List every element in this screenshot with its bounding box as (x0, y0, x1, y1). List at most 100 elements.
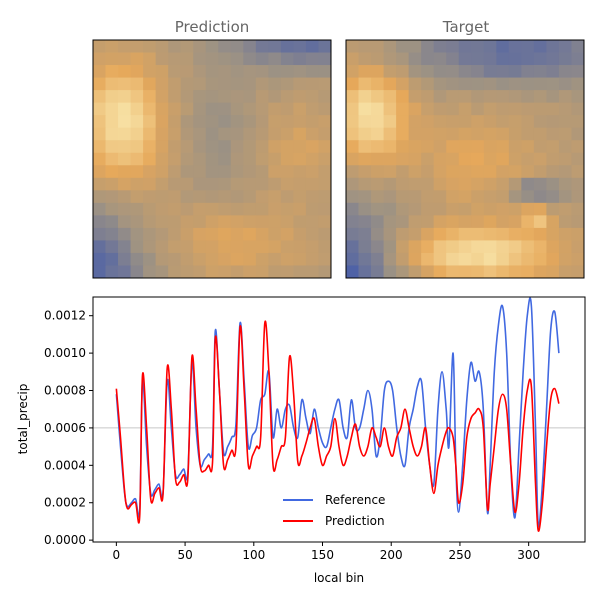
heatmap-cell (471, 227, 485, 241)
heatmap-cell (571, 65, 585, 78)
heatmap-cell (546, 252, 560, 266)
heatmap-cell (358, 202, 372, 216)
heatmap-cell (408, 165, 422, 179)
x-tick-label: 300 (517, 548, 540, 562)
plot-area (93, 297, 585, 542)
heatmap-cell (571, 227, 585, 241)
heatmap-cell (155, 202, 169, 216)
heatmap-cell (155, 77, 169, 91)
heatmap-cell (243, 140, 257, 154)
heatmap-cell (383, 190, 397, 204)
heatmap-cell (280, 165, 294, 179)
heatmap-cell (546, 40, 560, 53)
heatmap-cell (143, 52, 157, 66)
heatmap-cell (93, 190, 106, 204)
heatmap-cell (521, 40, 535, 53)
heatmap-cell (421, 90, 435, 104)
heatmap-cell (408, 65, 422, 78)
heatmap-cell (168, 227, 182, 241)
heatmap-cell (471, 240, 485, 254)
heatmap-cell (105, 252, 119, 266)
heatmap-cell (446, 152, 460, 166)
heatmap-cell (458, 190, 472, 204)
heatmap-cell (558, 77, 572, 91)
heatmap-cell (371, 165, 384, 179)
heatmap-cell (318, 115, 332, 129)
heatmap-cell (205, 90, 219, 104)
heatmap-cell (218, 65, 232, 78)
heatmap-cell (471, 190, 485, 204)
heatmap-cell (558, 227, 572, 241)
heatmap-cell (383, 40, 397, 53)
heatmap-cell (383, 65, 397, 78)
heatmap-cell (130, 165, 144, 179)
heatmap-cell (396, 177, 410, 191)
heatmap-cell (371, 177, 384, 191)
heatmap-cell (471, 52, 485, 66)
heatmap-cell (305, 227, 319, 241)
heatmap-cell (218, 177, 232, 191)
heatmap-cell (143, 215, 157, 229)
heatmap-cell (255, 65, 269, 78)
heatmap-cell (521, 215, 535, 229)
heatmap-cell (458, 227, 472, 241)
heatmap-cell (143, 102, 157, 116)
heatmap-cell (383, 165, 397, 179)
heatmap-cell (130, 77, 144, 91)
heatmap-cell (93, 40, 106, 53)
heatmap-cell (446, 90, 460, 104)
heatmap-cell (471, 65, 485, 78)
heatmap-cell (446, 52, 460, 66)
heatmap-cell (433, 140, 447, 154)
heatmap-cell (118, 40, 131, 53)
heatmap-cell (180, 202, 194, 216)
heatmap-cell (305, 52, 319, 66)
heatmap-cell (168, 265, 182, 279)
heatmap-cell (130, 90, 144, 104)
heatmap-cell (421, 190, 435, 204)
heatmap-cell (396, 165, 410, 179)
heatmap-cell (155, 252, 169, 266)
heatmap-cell (358, 240, 372, 254)
heatmap-cell (93, 252, 106, 266)
heatmap-cell (533, 240, 547, 254)
heatmap-cell (280, 40, 294, 53)
heatmap-cell (358, 265, 372, 279)
heatmap-cell (546, 240, 560, 254)
heatmap-cell (130, 227, 144, 241)
heatmap-cell (508, 190, 522, 204)
heatmap-cell (496, 165, 510, 179)
heatmap-cell (255, 77, 269, 91)
heatmap-cell (143, 252, 157, 266)
heatmap-cell (471, 127, 485, 141)
heatmap-cell (243, 227, 257, 241)
heatmap-cell (346, 65, 359, 78)
heatmap-cell (521, 165, 535, 179)
heatmap-cell (180, 140, 194, 154)
heatmap-cell (143, 140, 157, 154)
heatmap-cell (496, 177, 510, 191)
heatmap-cell (293, 52, 307, 66)
heatmap-cell (230, 265, 244, 279)
y-tick-label: 0.0006 (44, 421, 86, 435)
heatmap-cell (218, 190, 232, 204)
heatmap-cell (383, 240, 397, 254)
heatmap-cell (130, 152, 144, 166)
heatmap-cell (243, 115, 257, 129)
heatmap-cell (421, 227, 435, 241)
heatmap-cell (483, 140, 497, 154)
heatmap-cell (218, 202, 232, 216)
heatmap-cell (383, 177, 397, 191)
heatmap-cell (243, 90, 257, 104)
heatmap-cell (255, 177, 269, 191)
heatmap-cell (193, 140, 207, 154)
x-axis-ticks: 0 50 100 150 200 250 300 (113, 542, 540, 562)
heatmap-cell (193, 227, 207, 241)
heatmap-cell (408, 265, 422, 279)
y-tick-label: 0.0004 (44, 458, 86, 472)
heatmap-cell (546, 90, 560, 104)
heatmap-cell (205, 65, 219, 78)
heatmap-cell (318, 265, 332, 279)
heatmap-cell (396, 227, 410, 241)
heatmap-cell (571, 40, 585, 53)
